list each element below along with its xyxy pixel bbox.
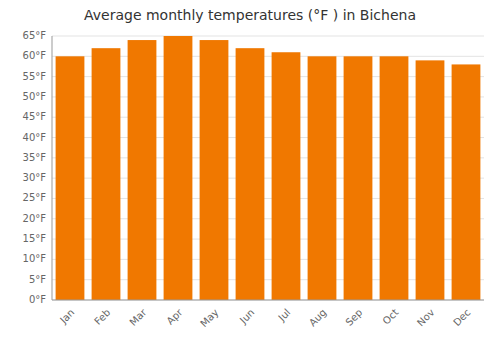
y-tick-label: 60°F: [23, 50, 47, 61]
x-axis: Jan Feb Mar Apr May Jun Jul Aug Sep Oct Nov Dec: [57, 306, 472, 329]
bar: [56, 56, 85, 300]
y-tick-label: 55°F: [23, 71, 47, 82]
x-tick-label: Oct: [380, 307, 400, 327]
x-tick-label: Dec: [451, 307, 472, 328]
grid-line: [52, 300, 484, 301]
bar: [236, 48, 265, 300]
y-tick-label: 10°F: [23, 253, 47, 264]
x-tick-label: Mar: [127, 306, 149, 328]
x-tick-label: Jan: [57, 307, 76, 326]
bar: [164, 36, 193, 300]
x-tick-label: Feb: [92, 307, 112, 327]
x-tick-label: Aug: [307, 307, 329, 329]
bar: [128, 40, 157, 300]
bar: [308, 56, 337, 300]
title: Average monthly temperatures (°F ) in Bi…: [84, 7, 416, 23]
bar: [380, 56, 409, 300]
bar: [200, 40, 229, 300]
x-tick-label: Jun: [237, 307, 257, 327]
bars: [56, 36, 481, 300]
grid-line: [52, 36, 484, 37]
y-tick-label: 35°F: [23, 152, 47, 163]
x-tick-label: Nov: [415, 307, 437, 329]
y-tick-label: 5°F: [29, 274, 46, 285]
y-tick-label: 45°F: [23, 111, 47, 122]
y-axis-line: [52, 36, 53, 300]
y-tick-label: 40°F: [23, 132, 47, 143]
bar: [272, 52, 301, 300]
y-tick-label: 65°F: [23, 30, 47, 41]
chart: 0°F 5°F 10°F 15°F 20°F 25°F 30°F 35°F 40°F 45°F 50…: [0, 0, 500, 350]
bar: [452, 64, 481, 300]
y-tick-label: 20°F: [23, 213, 47, 224]
grid: [52, 36, 484, 300]
y-axis: 0°F 5°F 10°F 15°F 20°F 25°F 30°F 35°F 40°F 45°F 50…: [23, 30, 47, 305]
x-axis-line: [52, 300, 484, 301]
x-tick-label: Sep: [343, 307, 364, 328]
chart-container: 0°F 5°F 10°F 15°F 20°F 25°F 30°F 35°F 40°F 45°F 50…: [0, 0, 500, 350]
y-tick-label: 0°F: [29, 294, 46, 305]
x-tick-label: Apr: [164, 306, 185, 327]
y-tick-label: 30°F: [23, 172, 47, 183]
bar: [416, 60, 445, 300]
bar: [344, 56, 373, 300]
x-tick-label: May: [198, 307, 220, 329]
y-tick-label: 25°F: [23, 192, 47, 203]
x-tick-label: Jul: [275, 307, 292, 324]
y-tick-label: 50°F: [23, 91, 47, 102]
y-tick-label: 15°F: [23, 233, 47, 244]
bar: [92, 48, 121, 300]
